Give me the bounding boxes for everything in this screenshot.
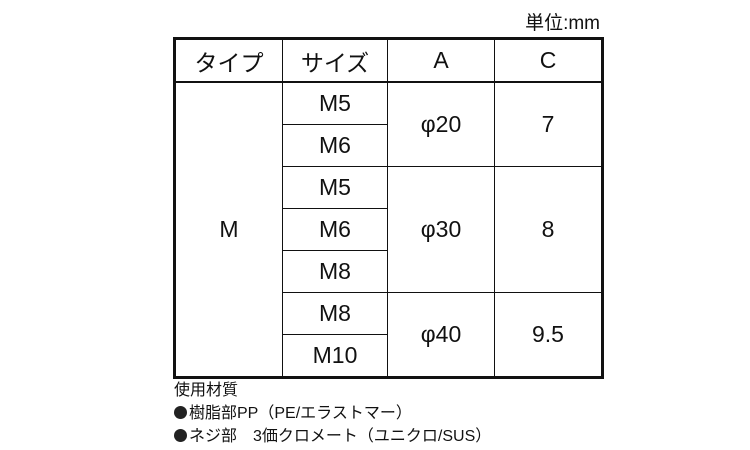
table-row: M8 bbox=[175, 250, 603, 293]
size-cell: M8 bbox=[282, 292, 388, 335]
header-a: A bbox=[387, 38, 495, 83]
size-cell: M5 bbox=[282, 81, 388, 125]
table-row: M8 φ40 9.5 bbox=[175, 292, 603, 378]
header-size: サイズ bbox=[282, 38, 388, 83]
size-cell: M6 bbox=[282, 124, 388, 167]
table-row: M M5 φ20 7 bbox=[174, 81, 603, 378]
bullet-icon bbox=[174, 429, 187, 442]
note-item: 樹脂部PP（PE/エラストマー） bbox=[174, 402, 491, 425]
spec-table: タイプ サイズ A C M M5 φ20 7 M6 M5 φ30 8 M6 M8… bbox=[173, 37, 604, 379]
a-cell: φ40 bbox=[387, 292, 495, 378]
table-row: M6 bbox=[175, 124, 603, 167]
size-cell: M6 bbox=[282, 208, 388, 251]
size-cell: M8 bbox=[282, 250, 388, 293]
bullet-icon bbox=[174, 406, 187, 419]
note-item: ネジ部 3価クロメート（ユニクロ/SUS） bbox=[174, 425, 491, 448]
a-cell: φ30 bbox=[387, 166, 495, 293]
table-row: M10 bbox=[175, 334, 603, 378]
size-cell: M10 bbox=[282, 334, 388, 378]
header-c: C bbox=[494, 38, 603, 83]
a-cell: φ20 bbox=[387, 81, 495, 167]
header-type: タイプ bbox=[174, 38, 283, 83]
note-text: ネジ部 3価クロメート（ユニクロ/SUS） bbox=[189, 428, 492, 445]
unit-label: 単位:mm bbox=[525, 13, 600, 34]
notes-title: 使用材質 bbox=[174, 382, 239, 399]
c-cell: 8 bbox=[494, 166, 603, 293]
material-notes: 使用材質 樹脂部PP（PE/エラストマー） ネジ部 3価クロメート（ユニクロ/S… bbox=[174, 379, 491, 448]
c-cell: 9.5 bbox=[494, 292, 603, 378]
size-cell: M5 bbox=[282, 166, 388, 209]
header-row: タイプ サイズ A C bbox=[174, 38, 603, 83]
type-cell: M bbox=[174, 81, 283, 378]
note-text: 樹脂部PP（PE/エラストマー） bbox=[189, 405, 412, 422]
c-cell: 7 bbox=[494, 81, 603, 167]
